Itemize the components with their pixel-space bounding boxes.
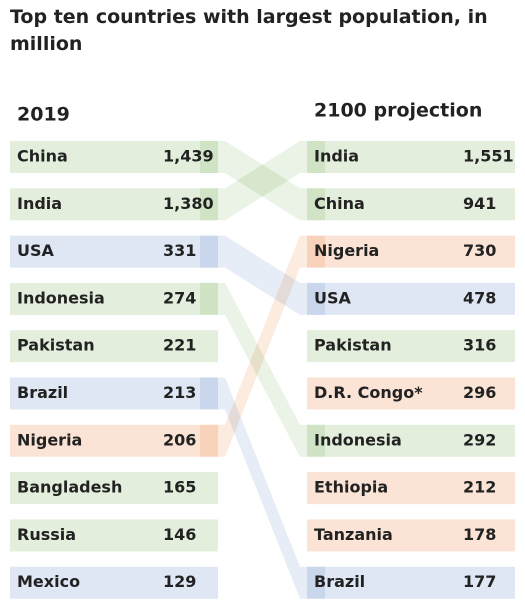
row-bar (10, 235, 218, 268)
country-label: Pakistan (314, 336, 392, 355)
row-bar (10, 472, 218, 505)
country-label: Brazil (17, 383, 68, 402)
row-bar (307, 282, 515, 315)
row-bar (10, 566, 218, 599)
value-label: 331 (163, 241, 196, 260)
connector-band (200, 377, 325, 599)
country-label: USA (314, 288, 352, 307)
column-header: 2100 projection (314, 100, 482, 122)
rows (10, 141, 515, 599)
country-label: Ethiopia (314, 478, 388, 497)
connector-band (200, 235, 325, 315)
country-label: Russia (17, 525, 76, 544)
row-bar (307, 424, 515, 457)
value-label: 146 (163, 525, 196, 544)
value-label: 292 (463, 430, 496, 449)
country-label: India (17, 194, 62, 213)
value-label: 221 (163, 336, 196, 355)
value-label: 1,551 (463, 147, 514, 166)
country-label: Pakistan (17, 336, 95, 355)
country-label: Indonesia (314, 430, 402, 449)
connector-band (200, 235, 325, 457)
connector-band (200, 282, 325, 457)
country-label: India (314, 147, 359, 166)
row-bar (307, 330, 515, 363)
value-label: 941 (463, 194, 496, 213)
row-bar (307, 472, 515, 505)
value-label: 274 (163, 288, 196, 307)
row-bar (10, 188, 218, 221)
row-bar (10, 519, 218, 552)
value-label: 165 (163, 478, 196, 497)
row-bar (307, 141, 515, 173)
row-bar (10, 377, 218, 410)
connector-band (200, 141, 325, 221)
row-bar (307, 377, 515, 410)
value-label: 1,380 (163, 194, 214, 213)
column-header: 2019 (17, 104, 70, 126)
row-bar (10, 141, 218, 173)
value-label: 177 (463, 572, 496, 591)
value-label: 316 (463, 336, 496, 355)
country-label: Indonesia (17, 288, 105, 307)
country-label: China (17, 147, 68, 166)
labels: 2019 China 1,439 India 1,380 USA 331 Indonesia 2… (17, 100, 514, 592)
country-label: D.R. Congo* (314, 383, 423, 402)
country-label: Bangladesh (17, 478, 122, 497)
value-label: 478 (463, 288, 496, 307)
value-label: 212 (463, 478, 496, 497)
country-label: Brazil (314, 572, 365, 591)
country-label: Mexico (17, 572, 80, 591)
row-bar (10, 424, 218, 457)
country-label: Nigeria (17, 430, 82, 449)
row-bar (307, 566, 515, 599)
country-label: China (314, 194, 365, 213)
value-label: 296 (463, 383, 496, 402)
value-label: 178 (463, 525, 496, 544)
bands (200, 141, 325, 599)
country-label: Nigeria (314, 241, 379, 260)
row-bar (307, 519, 515, 552)
value-label: 129 (163, 572, 196, 591)
row-bar (307, 188, 515, 221)
value-label: 730 (463, 241, 496, 260)
row-bar (10, 282, 218, 315)
value-label: 213 (163, 383, 196, 402)
row-bar (307, 235, 515, 268)
value-label: 206 (163, 430, 196, 449)
country-label: Tanzania (314, 525, 393, 544)
country-label: USA (17, 241, 55, 260)
chart-title: Top ten countries with largest populatio… (10, 6, 488, 55)
row-bar (10, 330, 218, 363)
value-label: 1,439 (163, 147, 214, 166)
